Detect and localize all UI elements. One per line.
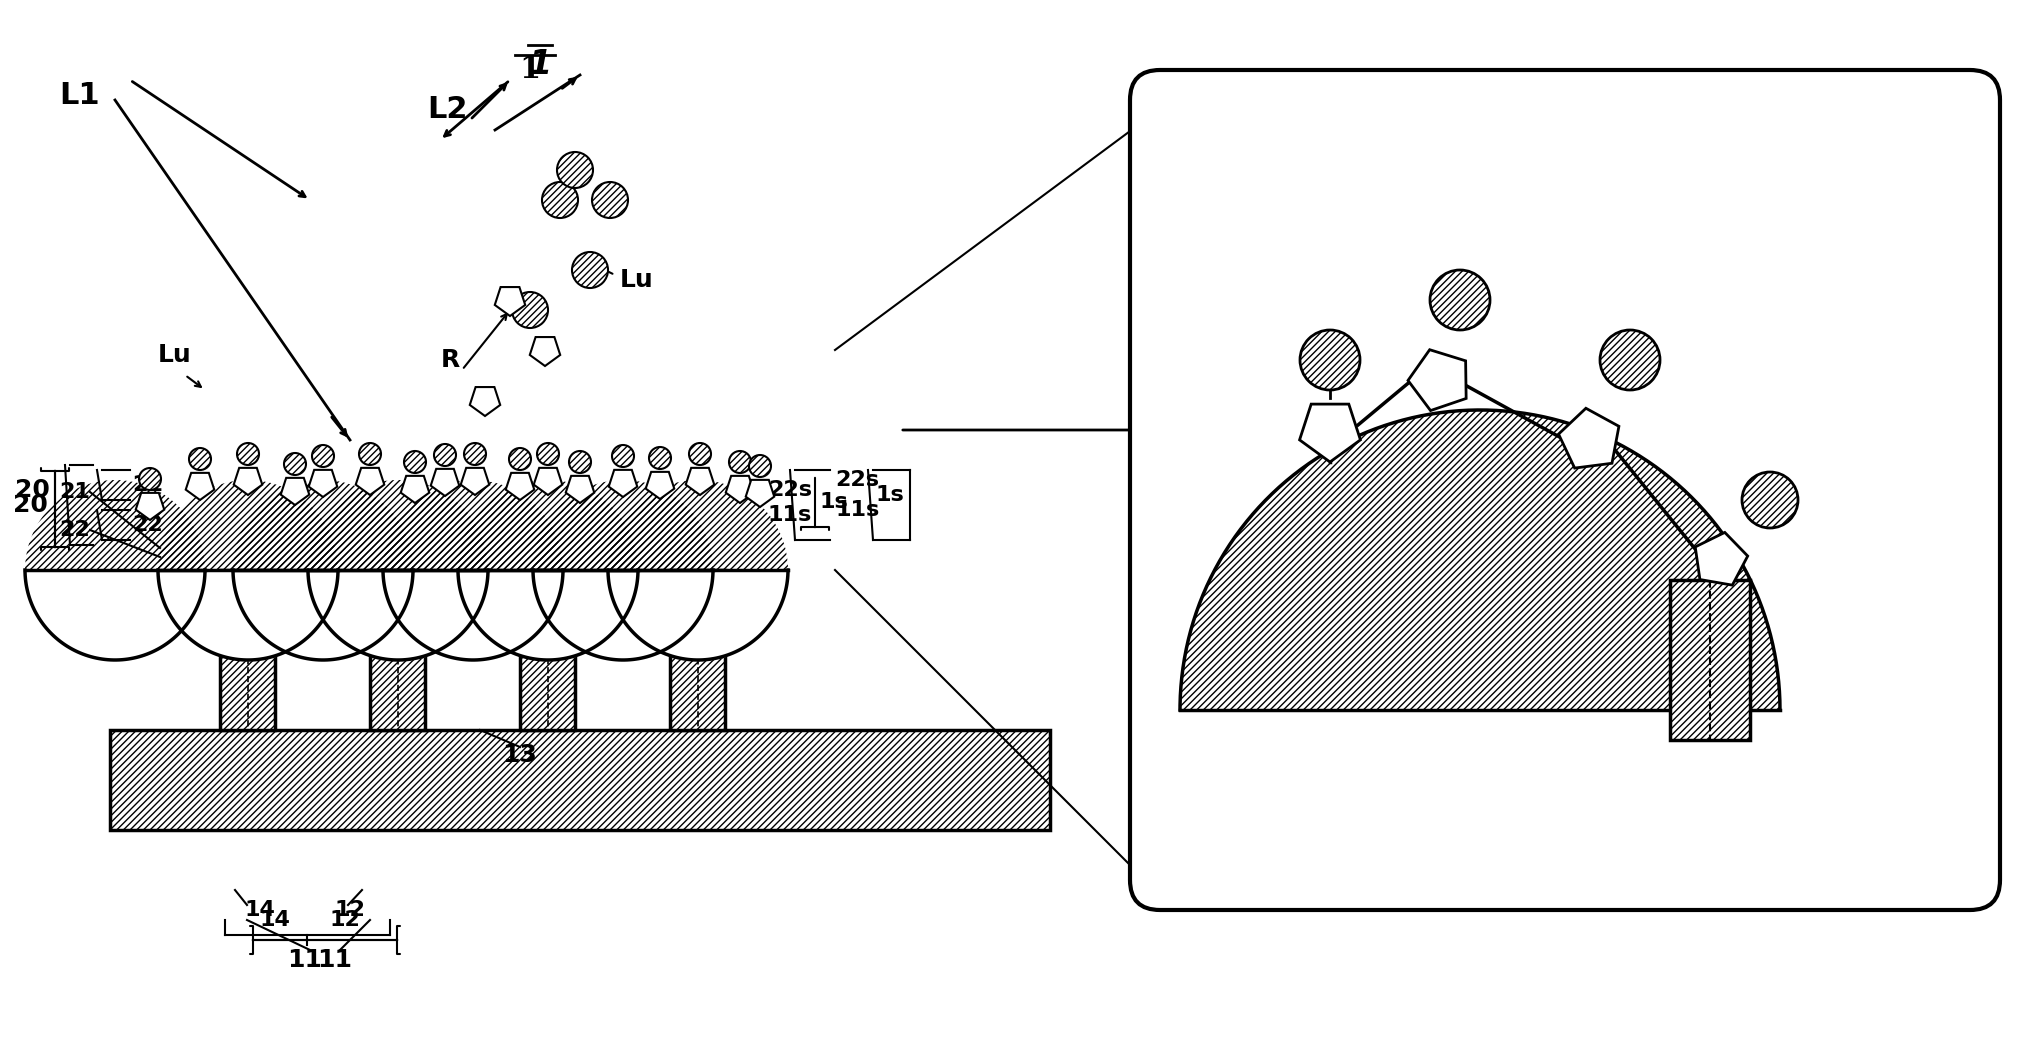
Polygon shape bbox=[308, 469, 336, 497]
Circle shape bbox=[283, 453, 306, 475]
Circle shape bbox=[612, 445, 634, 467]
Circle shape bbox=[557, 152, 593, 188]
Text: 21: 21 bbox=[1880, 596, 1919, 624]
Text: 11s: 11s bbox=[769, 505, 812, 525]
Circle shape bbox=[190, 448, 210, 469]
Text: L2: L2 bbox=[426, 96, 467, 125]
Text: R: R bbox=[440, 348, 459, 372]
Bar bbox=[220, 570, 275, 730]
Polygon shape bbox=[495, 287, 526, 316]
Text: 13: 13 bbox=[502, 743, 538, 767]
Polygon shape bbox=[469, 387, 500, 416]
Circle shape bbox=[573, 252, 608, 288]
Polygon shape bbox=[402, 476, 430, 503]
Circle shape bbox=[1429, 270, 1491, 330]
Circle shape bbox=[404, 451, 426, 473]
Circle shape bbox=[465, 443, 485, 465]
Polygon shape bbox=[1181, 410, 1780, 710]
Polygon shape bbox=[137, 492, 165, 520]
Polygon shape bbox=[281, 478, 310, 505]
Polygon shape bbox=[430, 468, 459, 496]
Text: A1: A1 bbox=[1150, 160, 1195, 189]
Text: 1s: 1s bbox=[875, 485, 903, 505]
Text: A2: A2 bbox=[1150, 280, 1195, 309]
Text: Lu: Lu bbox=[620, 268, 655, 291]
Text: 14: 14 bbox=[259, 910, 290, 930]
Text: 22: 22 bbox=[133, 515, 163, 535]
Circle shape bbox=[1601, 330, 1660, 390]
Polygon shape bbox=[461, 467, 489, 496]
Bar bbox=[520, 570, 575, 730]
Polygon shape bbox=[534, 467, 563, 496]
Circle shape bbox=[689, 443, 712, 465]
Text: 22: 22 bbox=[59, 520, 90, 540]
Text: L1: L1 bbox=[59, 80, 100, 109]
Text: 22: 22 bbox=[1880, 556, 1919, 584]
Polygon shape bbox=[1299, 404, 1360, 462]
Polygon shape bbox=[530, 337, 561, 366]
Polygon shape bbox=[1558, 408, 1619, 468]
Circle shape bbox=[730, 451, 750, 473]
Text: 1: 1 bbox=[528, 49, 553, 81]
Circle shape bbox=[648, 447, 671, 469]
Bar bbox=[369, 570, 424, 730]
Text: 20: 20 bbox=[14, 478, 49, 502]
Circle shape bbox=[237, 443, 259, 465]
Text: 11: 11 bbox=[287, 948, 322, 972]
Polygon shape bbox=[1409, 350, 1466, 410]
Circle shape bbox=[1301, 330, 1360, 390]
Text: 21: 21 bbox=[59, 482, 90, 502]
Bar bbox=[1670, 580, 1749, 740]
Circle shape bbox=[591, 182, 628, 218]
Circle shape bbox=[512, 291, 548, 328]
Circle shape bbox=[434, 445, 457, 466]
Circle shape bbox=[542, 182, 577, 218]
Bar bbox=[110, 730, 1050, 830]
Text: 1s: 1s bbox=[820, 492, 848, 512]
Text: 12: 12 bbox=[334, 900, 365, 920]
Circle shape bbox=[510, 448, 530, 469]
Circle shape bbox=[1741, 472, 1798, 528]
Bar bbox=[1670, 580, 1749, 740]
Polygon shape bbox=[726, 476, 754, 503]
Polygon shape bbox=[646, 472, 675, 499]
Text: 12: 12 bbox=[330, 910, 361, 930]
Circle shape bbox=[569, 451, 591, 473]
Circle shape bbox=[139, 468, 161, 490]
Bar bbox=[369, 570, 424, 730]
Polygon shape bbox=[234, 467, 263, 496]
Text: Lu: Lu bbox=[1154, 101, 1195, 129]
Polygon shape bbox=[685, 467, 714, 496]
Text: 20: 20 bbox=[12, 493, 47, 517]
Circle shape bbox=[359, 443, 381, 465]
Text: R: R bbox=[1172, 221, 1195, 250]
Polygon shape bbox=[565, 476, 593, 503]
Bar bbox=[220, 570, 275, 730]
Text: 20: 20 bbox=[1921, 576, 1962, 605]
Bar bbox=[671, 570, 726, 730]
Polygon shape bbox=[506, 473, 534, 500]
Bar bbox=[520, 570, 575, 730]
Bar bbox=[671, 570, 726, 730]
Text: 22s: 22s bbox=[769, 480, 812, 500]
Text: 21: 21 bbox=[133, 475, 163, 496]
Text: 14: 14 bbox=[245, 900, 275, 920]
Text: 1: 1 bbox=[520, 54, 540, 85]
Circle shape bbox=[536, 443, 559, 465]
Text: 11: 11 bbox=[1729, 776, 1772, 805]
Circle shape bbox=[748, 455, 771, 477]
Polygon shape bbox=[746, 480, 775, 507]
Text: 11s: 11s bbox=[836, 500, 879, 520]
Polygon shape bbox=[186, 473, 214, 500]
Circle shape bbox=[312, 445, 334, 467]
Polygon shape bbox=[1694, 532, 1747, 585]
Bar bbox=[110, 730, 1050, 830]
Text: Lu: Lu bbox=[159, 342, 192, 367]
Polygon shape bbox=[610, 469, 638, 497]
FancyBboxPatch shape bbox=[1130, 70, 2000, 910]
Text: 11: 11 bbox=[318, 948, 353, 972]
Text: 22s: 22s bbox=[836, 469, 879, 490]
Polygon shape bbox=[355, 467, 383, 496]
